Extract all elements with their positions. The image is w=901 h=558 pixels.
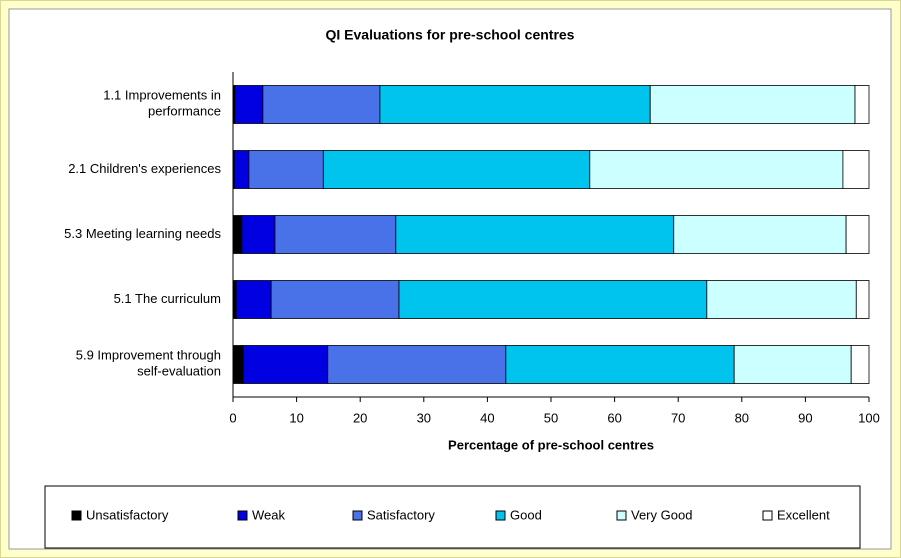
bar-segment [379, 85, 651, 124]
bar-segment [262, 85, 381, 124]
legend-box [44, 485, 861, 549]
bar-segment [845, 215, 870, 254]
bar-segment [842, 150, 870, 189]
y-tick-label: 2.1 Children's experiences [68, 161, 221, 176]
bar-segment [589, 150, 844, 189]
legend-label: Good [510, 507, 542, 522]
legend-label: Excellent [777, 507, 830, 522]
x-tick-label: 10 [289, 410, 303, 425]
bar-segment [395, 215, 675, 254]
legend-swatch [71, 510, 82, 521]
legend-swatch [352, 510, 363, 521]
bar-segment [854, 85, 870, 124]
x-tick-label: 0 [229, 410, 236, 425]
legend-swatch [616, 510, 627, 521]
bar-segment [232, 215, 243, 254]
x-tick-label: 30 [417, 410, 431, 425]
x-tick-label: 100 [858, 410, 880, 425]
legend-label: Very Good [631, 507, 692, 522]
bar-segment [398, 280, 708, 319]
bar-segment [235, 280, 272, 319]
bar-segment [327, 345, 507, 384]
legend-swatch [495, 510, 506, 521]
bar-segment [234, 85, 264, 124]
bar-segment [270, 280, 400, 319]
bar-segment [855, 280, 870, 319]
y-tick-label: 1.1 Improvements in performance [103, 88, 221, 119]
bar-segment [706, 280, 857, 319]
bar-segment [673, 215, 847, 254]
y-tick-label: 5.1 The curriculum [114, 291, 221, 306]
x-tick-label: 70 [671, 410, 685, 425]
bar-segment [850, 345, 870, 384]
bar-segment [505, 345, 735, 384]
legend-swatch [237, 510, 248, 521]
x-tick-label: 60 [607, 410, 621, 425]
legend-label: Weak [252, 507, 285, 522]
bar-segment [649, 85, 856, 124]
x-axis-label: Percentage of pre-school centres [448, 437, 654, 452]
bar-segment [322, 150, 591, 189]
x-tick-label: 40 [480, 410, 494, 425]
x-tick-label: 50 [544, 410, 558, 425]
bar-segment [733, 345, 852, 384]
bar-segment [248, 150, 324, 189]
legend-swatch [762, 510, 773, 521]
x-tick-label: 90 [798, 410, 812, 425]
legend-label: Unsatisfactory [86, 507, 169, 522]
bar-segment [242, 345, 329, 384]
bar-segment [233, 150, 250, 189]
bar-segment [241, 215, 276, 254]
x-tick-label: 20 [353, 410, 367, 425]
legend-label: Satisfactory [367, 507, 435, 522]
y-tick-label: 5.9 Improvement through self-evaluation [76, 348, 221, 379]
bar-segment [232, 345, 244, 384]
x-tick-label: 80 [735, 410, 749, 425]
bar-segment [274, 215, 397, 254]
chart-title: QI Evaluations for pre-school centres [326, 27, 575, 43]
y-tick-label: 5.3 Meeting learning needs [64, 226, 221, 241]
